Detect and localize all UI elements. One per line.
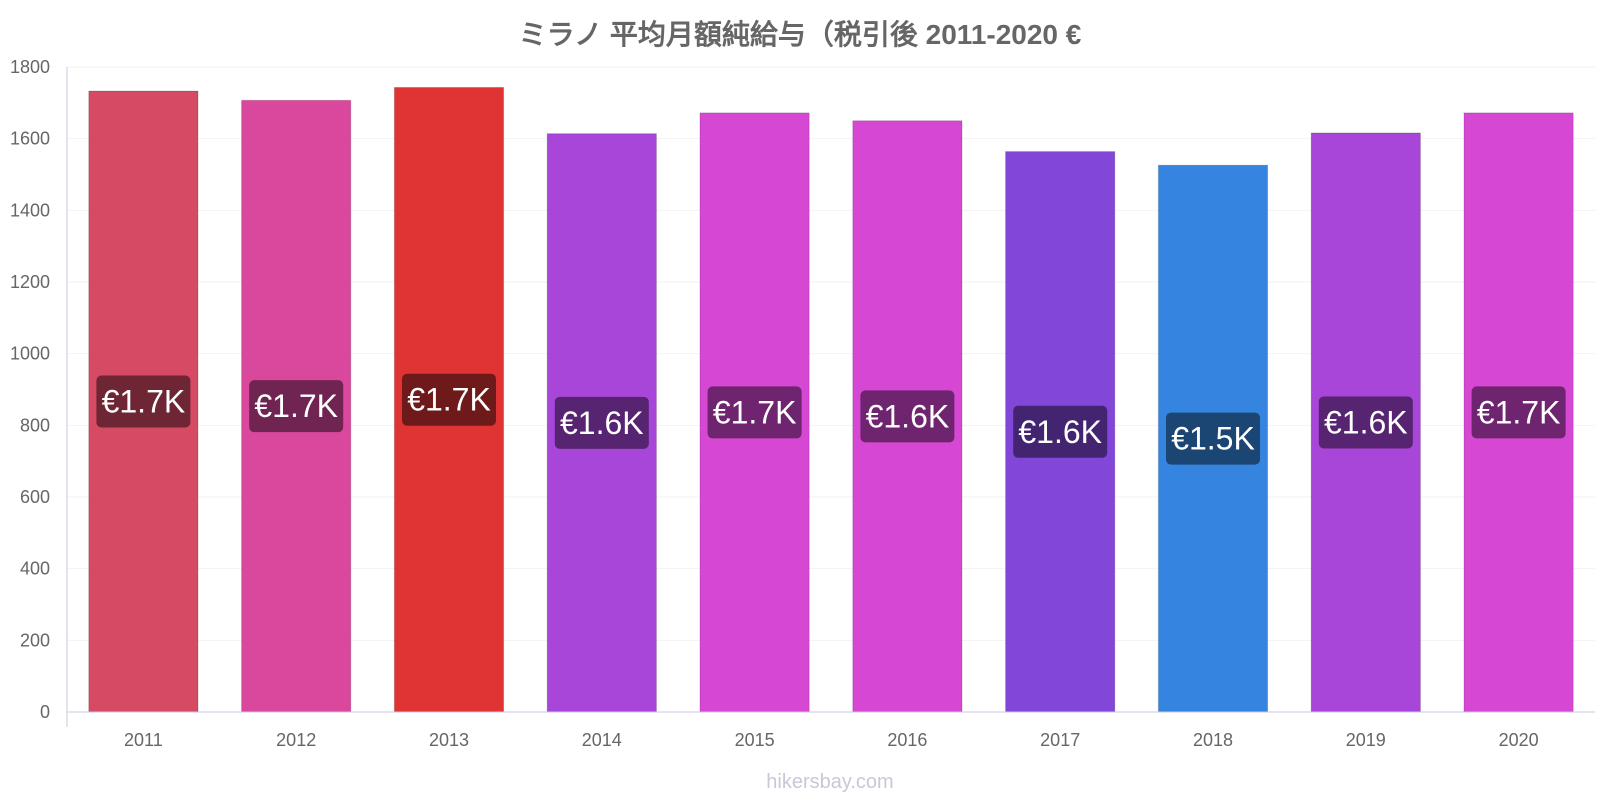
data-label-box: [1013, 405, 1108, 458]
data-label-2015: €1.7K: [707, 386, 802, 439]
x-tick-label: 2019: [1346, 730, 1386, 750]
data-label-text: €1.7K: [102, 384, 186, 420]
y-tick-label: 1600: [10, 129, 50, 149]
data-label-2016: €1.6K: [860, 390, 955, 443]
data-label-text: €1.7K: [407, 382, 491, 418]
data-label-box: [707, 386, 802, 439]
y-tick-label: 1800: [10, 57, 50, 77]
x-tick-label: 2013: [429, 730, 469, 750]
y-tick-label: 1200: [10, 272, 50, 292]
y-axis: 0 200 400 600 800 1000 1200 1400 1600 1800: [10, 57, 68, 727]
data-label-text: €1.6K: [560, 405, 644, 441]
x-axis: 2011 2012 2013 2014 2015 2016 2017 2018 2019 2020: [67, 711, 1595, 750]
x-tick-label: 2014: [582, 730, 622, 750]
data-label-2018: €1.5K: [1166, 412, 1260, 465]
x-tick-label: 2015: [735, 730, 775, 750]
y-tick-label: 0: [40, 702, 50, 722]
data-label-2011: €1.7K: [96, 375, 191, 428]
data-label-text: €1.6K: [1324, 404, 1408, 440]
data-label-2017: €1.6K: [1013, 405, 1108, 458]
y-tick-label: 200: [20, 630, 50, 650]
credit-text: hikersbay.com: [766, 771, 893, 793]
data-labels: €1.7K €1.7K €1.7K €1.6K €1.7K €1.6K €1.6K €1.5K…: [96, 373, 1566, 465]
data-label-box: [249, 380, 344, 433]
data-label-text: €1.6K: [866, 398, 950, 434]
data-label-box: [1318, 396, 1413, 449]
x-tick-label: 2011: [124, 730, 163, 750]
data-label-text: €1.7K: [1477, 394, 1561, 430]
chart-title: ミラノ 平均月額純給与（税引後 2011-2020 €: [519, 18, 1082, 50]
data-label-2019: €1.6K: [1318, 396, 1413, 449]
data-label-text: €1.6K: [1018, 414, 1102, 450]
x-tick-label: 2012: [276, 730, 316, 750]
data-label-box: [860, 390, 955, 443]
y-tick-label: 1400: [10, 200, 50, 220]
y-tick-label: 1000: [10, 344, 50, 364]
y-tick-label: 800: [20, 415, 50, 435]
data-label-2014: €1.6K: [554, 396, 649, 449]
data-label-box: [1471, 386, 1566, 439]
data-label-2020: €1.7K: [1471, 386, 1566, 439]
data-label-box: [1166, 412, 1260, 465]
x-tick-label: 2017: [1040, 730, 1080, 750]
data-label-2012: €1.7K: [249, 380, 344, 433]
x-tick-label: 2020: [1499, 730, 1539, 750]
data-label-box: [96, 375, 191, 428]
x-tick-label: 2016: [887, 730, 927, 750]
data-label-text: €1.7K: [713, 394, 797, 430]
data-label-text: €1.5K: [1171, 421, 1255, 457]
x-tick-label: 2018: [1193, 730, 1233, 750]
y-tick-label: 400: [20, 559, 50, 579]
data-label-2013: €1.7K: [402, 373, 496, 426]
data-label-box: [402, 373, 496, 426]
data-label-text: €1.7K: [254, 388, 338, 424]
y-tick-label: 600: [20, 487, 50, 507]
data-label-box: [554, 396, 649, 449]
